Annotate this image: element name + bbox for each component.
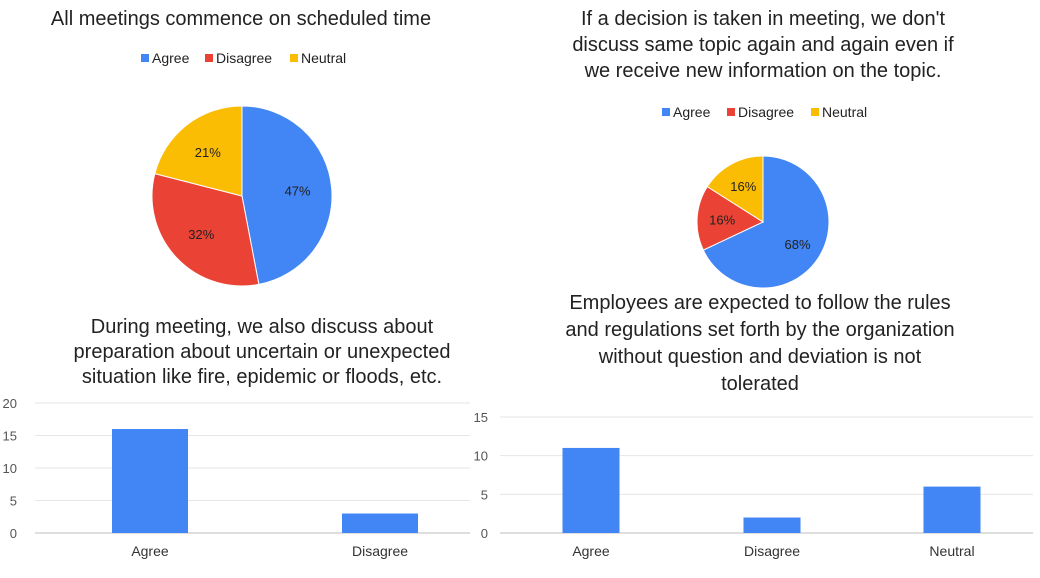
legend: Agree Disagree Neutral bbox=[141, 50, 346, 66]
bar-agree bbox=[562, 447, 620, 533]
pie-slice-disagree bbox=[151, 173, 260, 287]
y-tick-labels: 0 5 10 15 bbox=[474, 410, 488, 541]
y-tick-10: 10 bbox=[3, 461, 17, 476]
bar-neutral bbox=[923, 486, 981, 533]
chart-title-line-1: During meeting, we also discuss about bbox=[91, 316, 434, 338]
legend-label-agree: Agree bbox=[152, 50, 190, 66]
legend-swatch-disagree bbox=[727, 108, 735, 116]
bar-chart-emergency-preparation: During meeting, we also discuss about pr… bbox=[3, 316, 470, 559]
pie-label-agree: 47% bbox=[285, 184, 311, 199]
bar-disagree bbox=[743, 517, 801, 533]
pie-chart-scheduled-time: All meetings commence on scheduled time … bbox=[51, 8, 431, 287]
y-tick-5: 5 bbox=[10, 494, 17, 509]
y-tick-5: 5 bbox=[481, 487, 488, 502]
x-tick-agree: Agree bbox=[572, 543, 610, 559]
bar-chart-follow-rules: Employees are expected to follow the rul… bbox=[474, 292, 1033, 559]
legend-label-neutral: Neutral bbox=[301, 50, 346, 66]
pie-slice-neutral bbox=[154, 105, 243, 197]
legend-label-disagree: Disagree bbox=[216, 50, 272, 66]
bar-disagree bbox=[342, 513, 418, 533]
chart-title-line-2: and regulations set forth by the organiz… bbox=[565, 319, 954, 341]
bars bbox=[112, 429, 418, 533]
y-tick-10: 10 bbox=[474, 449, 488, 464]
legend-swatch-agree bbox=[662, 108, 670, 116]
legend-label-neutral: Neutral bbox=[822, 104, 867, 120]
legend-swatch-agree bbox=[141, 54, 149, 62]
pie-label-disagree: 16% bbox=[709, 212, 735, 227]
chart-title: All meetings commence on scheduled time bbox=[51, 8, 431, 30]
pie-chart-decision-topic: If a decision is taken in meeting, we do… bbox=[572, 8, 954, 289]
y-tick-15: 15 bbox=[3, 429, 17, 444]
pie-value-labels: 68% 16% 16% bbox=[709, 179, 811, 252]
legend-label-agree: Agree bbox=[673, 104, 711, 120]
pie-slice-agree bbox=[702, 155, 830, 289]
chart-title-line-4: tolerated bbox=[721, 373, 799, 395]
legend-label-disagree: Disagree bbox=[738, 104, 794, 120]
chart-title-line-2: preparation about uncertain or unexpecte… bbox=[74, 341, 451, 363]
pie-value-labels: 47% 32% 21% bbox=[188, 145, 311, 242]
pie-slices bbox=[151, 105, 333, 287]
y-tick-0: 0 bbox=[481, 526, 488, 541]
pie-label-neutral: 16% bbox=[730, 179, 756, 194]
legend-swatch-neutral bbox=[811, 108, 819, 116]
x-tick-labels: Agree Disagree bbox=[131, 543, 408, 559]
x-tick-agree: Agree bbox=[131, 543, 169, 559]
pie-label-agree: 68% bbox=[784, 237, 810, 252]
chart-title-line-3: without question and deviation is not bbox=[598, 346, 922, 368]
chart-title-line-1: If a decision is taken in meeting, we do… bbox=[581, 8, 945, 30]
x-tick-labels: Agree Disagree Neutral bbox=[572, 543, 974, 559]
pie-label-neutral: 21% bbox=[195, 145, 221, 160]
bar-agree bbox=[112, 429, 188, 533]
x-tick-disagree: Disagree bbox=[352, 543, 408, 559]
x-tick-neutral: Neutral bbox=[929, 543, 974, 559]
bars bbox=[562, 447, 981, 533]
pie-slices bbox=[696, 155, 830, 289]
pie-label-disagree: 32% bbox=[188, 227, 214, 242]
y-tick-0: 0 bbox=[10, 526, 17, 541]
x-tick-disagree: Disagree bbox=[744, 543, 800, 559]
legend-swatch-neutral bbox=[290, 54, 298, 62]
y-tick-15: 15 bbox=[474, 410, 488, 425]
pie-slice-agree bbox=[241, 105, 333, 285]
y-tick-labels: 0 5 10 15 20 bbox=[3, 396, 17, 541]
legend-swatch-disagree bbox=[205, 54, 213, 62]
chart-title-line-1: Employees are expected to follow the rul… bbox=[569, 292, 950, 314]
pie-slice-disagree bbox=[696, 185, 765, 251]
pie-slice-neutral bbox=[706, 155, 764, 223]
legend: Agree Disagree Neutral bbox=[662, 104, 867, 120]
chart-title-line-3: we receive new information on the topic. bbox=[584, 60, 942, 82]
chart-title-line-2: discuss same topic again and again even … bbox=[572, 34, 954, 56]
chart-title-line-3: situation like fire, epidemic or floods,… bbox=[82, 366, 442, 388]
y-tick-20: 20 bbox=[3, 396, 17, 411]
gridlines bbox=[35, 402, 470, 534]
